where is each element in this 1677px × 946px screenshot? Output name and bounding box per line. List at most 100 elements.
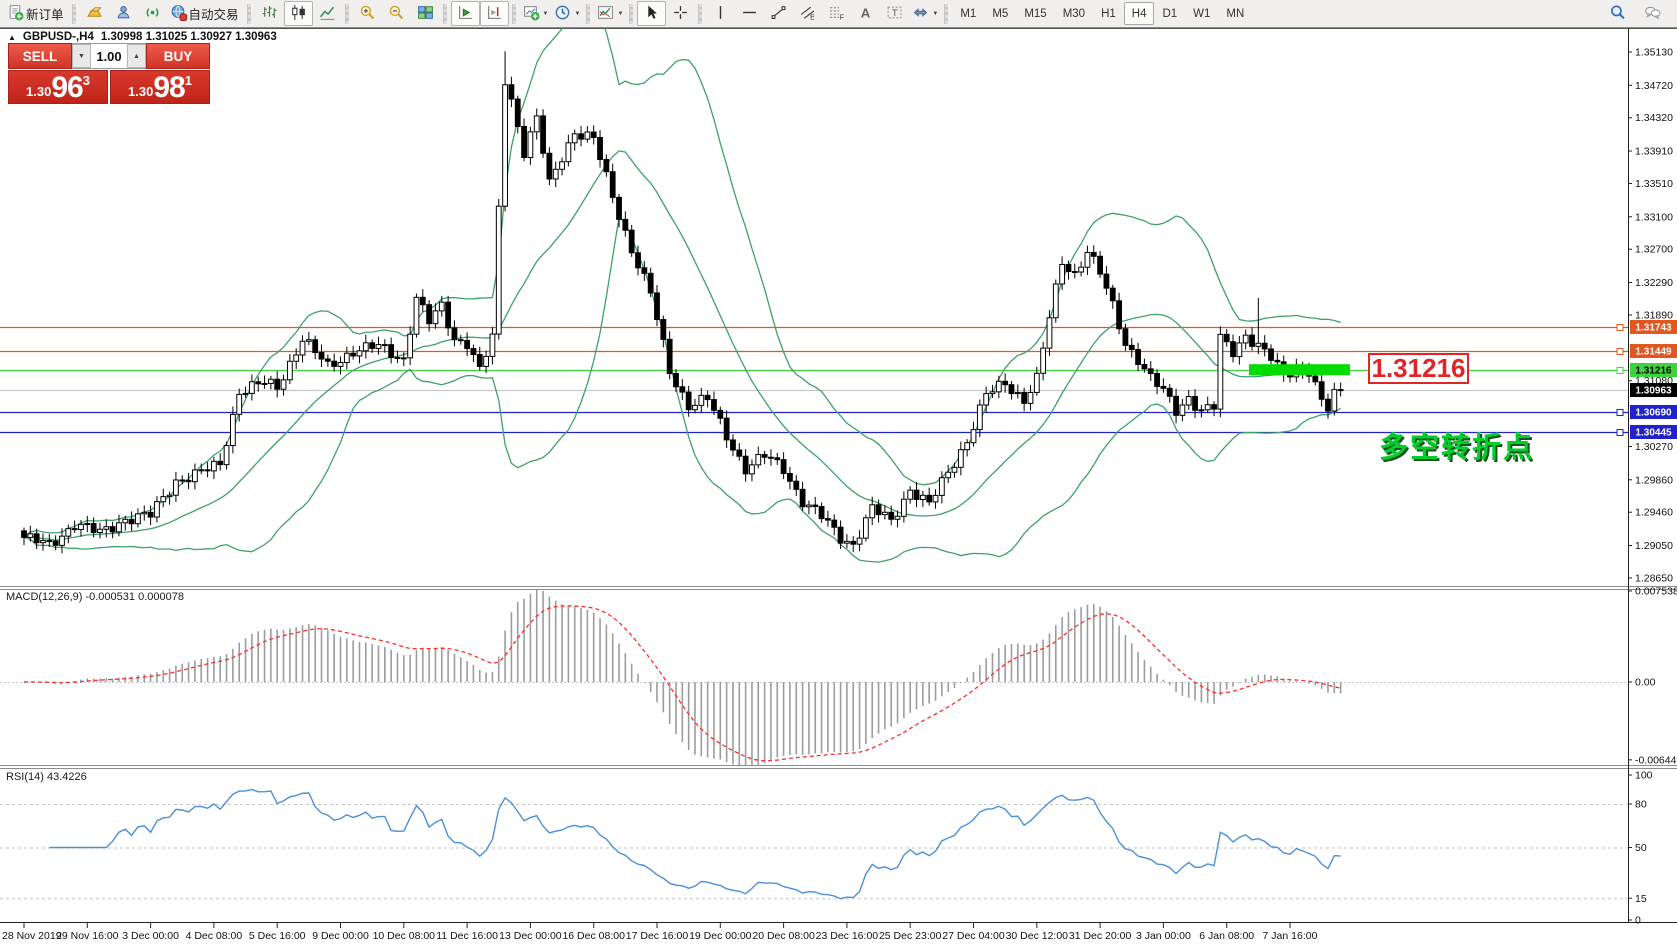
chat-button[interactable] [1638,1,1667,26]
shapes-icon [912,4,929,24]
macd-signal-line [23,605,1341,762]
svg-text:19 Dec 00:00: 19 Dec 00:00 [689,930,752,942]
svg-text:0: 0 [1635,915,1641,927]
autotrading-button-label: 自动交易 [188,8,239,22]
timeframe-w1-button[interactable]: W1 [1193,7,1211,20]
bar-chart-button[interactable] [255,1,284,26]
horizontal-line-icon [741,4,758,24]
tile-windows-icon [417,4,434,24]
svg-text:1.30690: 1.30690 [1635,408,1672,419]
new-chart-button[interactable]: ▼ [520,1,552,26]
line-handle[interactable] [1616,429,1624,436]
svg-text:1.31890: 1.31890 [1635,309,1673,321]
vertical-line-button[interactable] [706,1,735,26]
market-watch-button[interactable] [80,1,109,26]
svg-text:1.29860: 1.29860 [1635,474,1673,486]
line-handle[interactable] [1616,348,1624,355]
line-chart-button[interactable] [313,1,342,26]
timeframe-h4-button[interactable]: H4 [1123,2,1155,25]
svg-text:25 Dec 23:00: 25 Dec 23:00 [879,930,942,942]
svg-text:50: 50 [1635,842,1647,854]
line-handle[interactable] [1616,324,1624,331]
timeframe-h1-button[interactable]: H1 [1101,7,1116,20]
sell-price-display[interactable]: 1.30 96 3 [8,70,108,104]
zoom-in-button[interactable] [353,1,382,26]
svg-text:1.33910: 1.33910 [1635,146,1673,158]
rsi-line [49,788,1341,900]
shapes-button[interactable]: ▼ [909,1,941,26]
svg-text:29 Nov 16:00: 29 Nov 16:00 [56,930,119,942]
svg-text:11 Dec 16:00: 11 Dec 16:00 [436,930,498,942]
timeframe-m5-button[interactable]: M5 [992,7,1009,20]
chevron-down-icon[interactable]: ▼ [617,10,624,17]
highlight-zone[interactable] [1249,364,1350,376]
cursor-button[interactable] [637,1,667,26]
zoom-out-button[interactable] [382,1,411,26]
buy-price-display[interactable]: 1.30 98 1 [110,70,210,104]
timeframe-m30-button[interactable]: M30 [1062,7,1086,20]
volume-value[interactable]: 1.00 [96,48,122,64]
timeframe-mn-button[interactable]: MN [1226,7,1245,20]
svg-text:15: 15 [1635,893,1647,905]
new-order-button[interactable]: 新订单 [4,1,69,26]
level-price-callout[interactable]: 1.31216 [1368,353,1469,384]
turning-point-annotation[interactable]: 多空转折点 [1379,432,1535,464]
trendline-button[interactable] [764,1,793,26]
horizontal-level-lines[interactable] [0,324,1628,436]
bollinger-bands [23,28,1341,563]
zoom-in-icon [359,4,376,24]
line-handle[interactable] [1616,367,1624,374]
svg-text:20 Dec 08:00: 20 Dec 08:00 [752,930,815,942]
virtual-hosting-button[interactable] [109,1,138,26]
svg-text:1.28650: 1.28650 [1635,572,1673,584]
auto-scroll-button[interactable] [450,1,480,26]
timeframe-d1-button[interactable]: D1 [1162,7,1178,20]
candles-series [21,51,1344,554]
svg-text:1.30270: 1.30270 [1635,441,1673,453]
signals-button[interactable] [138,1,167,26]
svg-text:1.34720: 1.34720 [1635,80,1673,92]
candlestick-icon [290,4,307,24]
chart-canvas[interactable]: 1.35130 1.34720 1.34320 1.33910 1.33510 1.331… [0,28,1677,946]
equidistant-channel-button[interactable]: E [793,1,822,26]
volume-increase-button[interactable]: ▲ [127,44,146,68]
zoom-out-icon [388,4,405,24]
periods-button[interactable]: ▼ [551,1,583,26]
svg-text:1.29460: 1.29460 [1635,507,1673,519]
svg-text:T: T [892,8,898,19]
candlestick-chart-button[interactable] [283,1,313,26]
collapse-arrow-icon[interactable]: ▲ [8,33,16,42]
svg-text:16 Dec 08:00: 16 Dec 08:00 [562,930,625,942]
chart-title: ▲ GBPUSD-,H4 1.30998 1.31025 1.30927 1.3… [8,31,277,43]
fibonacci-button[interactable]: F [822,1,851,26]
chart-shift-button[interactable] [479,1,509,26]
svg-text:5 Dec 16:00: 5 Dec 16:00 [249,930,306,942]
volume-stepper[interactable]: ▼ 1.00 ▲ [72,43,146,69]
chevron-down-icon[interactable]: ▼ [574,10,581,17]
horizontal-line-button[interactable] [735,1,764,26]
volume-decrease-button[interactable]: ▼ [72,44,91,68]
price-axis[interactable]: 1.35130 1.34720 1.34320 1.33910 1.33510 1.331… [1628,47,1677,927]
text-button[interactable]: A [851,1,880,26]
autotrading-button[interactable]: 自动交易 [167,1,244,26]
svg-text:1.31216: 1.31216 [1635,366,1672,377]
signals-icon [144,4,161,24]
hosting-icon [115,4,132,24]
line-handle[interactable] [1616,409,1624,416]
chevron-down-icon[interactable]: ▼ [542,10,549,17]
chevron-down-icon[interactable]: ▼ [932,10,939,17]
text-label-button[interactable]: T [880,1,909,26]
tile-windows-button[interactable] [411,1,440,26]
svg-text:80: 80 [1635,799,1647,811]
timeframe-m15-button[interactable]: M15 [1024,7,1047,20]
indicators-button[interactable]: ▼ [594,1,626,26]
timeframe-m1-button[interactable]: M1 [960,7,977,20]
sell-button[interactable]: SELL [8,43,72,69]
clock-icon [554,4,571,24]
svg-text:1.32290: 1.32290 [1635,277,1673,289]
svg-text:1.30963: 1.30963 [1635,386,1672,397]
buy-button[interactable]: BUY [146,43,210,69]
crosshair-button[interactable] [666,1,695,26]
search-button[interactable] [1603,1,1632,26]
